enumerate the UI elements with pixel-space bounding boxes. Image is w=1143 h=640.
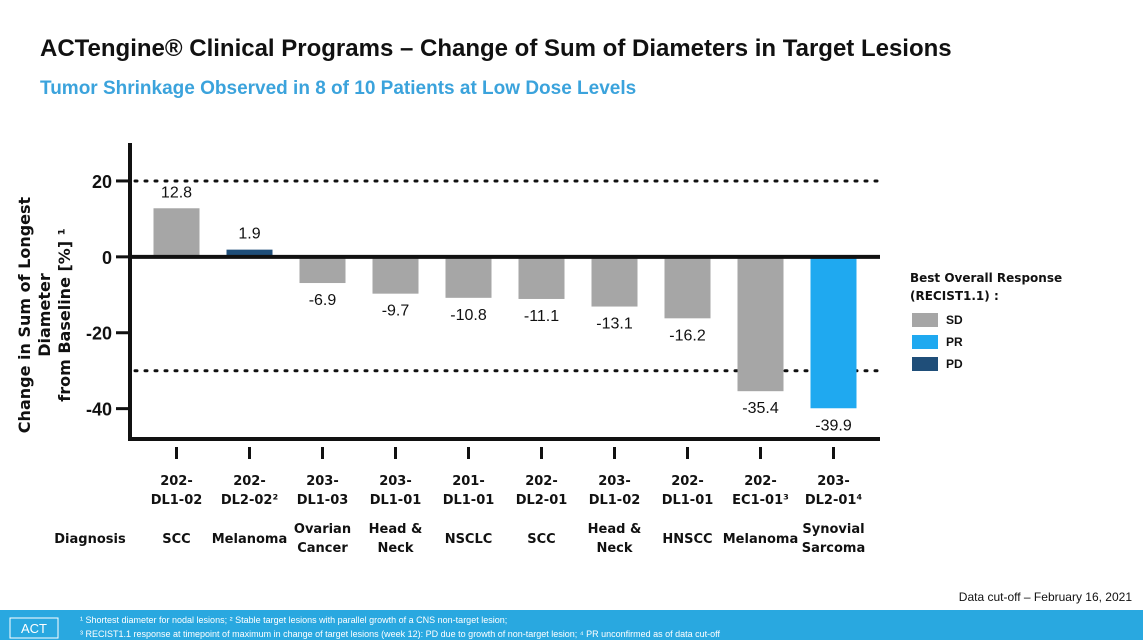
row-label: Diagnosis — [54, 532, 126, 547]
bar — [226, 249, 273, 257]
x-tick-label: 202- EC1-01³ — [732, 474, 789, 508]
x-tick-label: 202- DL2-01 — [515, 474, 568, 508]
footer-logo-box — [9, 617, 59, 639]
value-label: -6.9 — [309, 292, 337, 309]
value-label: -13.1 — [596, 316, 633, 333]
x-tick-label: 203- DL1-02 — [588, 474, 641, 508]
bar — [299, 256, 346, 284]
x-tick-label: 201- DL1-01 — [442, 474, 495, 508]
value-label: -10.8 — [450, 307, 487, 324]
diagnosis-label: SCC — [162, 532, 191, 547]
bar — [591, 256, 638, 307]
diagnosis-label: HNSCC — [662, 532, 713, 547]
diagnosis-label: SCC — [527, 532, 556, 547]
x-tick-label: 203- DL1-01 — [369, 474, 422, 508]
legend-label: PD — [946, 357, 963, 371]
y-axis-label: Change in Sum of Longest Diameter from B… — [15, 196, 74, 434]
legend-label: PR — [946, 335, 963, 349]
footnote: ³ RECIST1.1 response at timepoint of max… — [80, 629, 721, 639]
y-tick-label: 20 — [92, 172, 112, 192]
footer-logo: ACT — [21, 621, 47, 636]
value-label: -11.1 — [524, 308, 559, 325]
diagnosis-label: Head & Neck — [587, 522, 642, 556]
x-tick-label: 202- DL1-01 — [661, 474, 714, 508]
value-label: 12.8 — [161, 184, 192, 201]
chart-title: ACTengine® Clinical Programs – Change of… — [40, 35, 952, 62]
footnote: ¹ Shortest diameter for nodal lesions; ²… — [80, 615, 507, 625]
x-tick-label: 202- DL1-02 — [150, 474, 203, 508]
value-label: 1.9 — [238, 226, 260, 243]
bar — [372, 256, 419, 294]
x-tick-label: 203- DL1-03 — [296, 474, 349, 508]
diagnosis-label: NSCLC — [444, 532, 493, 547]
y-tick-label: 0 — [102, 248, 112, 268]
legend-swatch — [912, 313, 938, 327]
value-label: -16.2 — [669, 327, 706, 344]
x-tick-label: 202- DL2-02² — [220, 474, 279, 508]
legend-swatch — [912, 357, 938, 371]
diagnosis-label: Ovarian Cancer — [293, 522, 352, 556]
footer-band — [0, 610, 1143, 640]
y-tick-label: -20 — [86, 324, 112, 344]
value-label: -39.9 — [815, 417, 852, 434]
diagnosis-label: Synovial Sarcoma — [801, 522, 866, 556]
value-label: -9.7 — [382, 303, 410, 320]
value-label: -35.4 — [742, 400, 779, 417]
chart-subtitle: Tumor Shrinkage Observed in 8 of 10 Pati… — [40, 78, 636, 99]
diagnosis-label: Melanoma — [211, 532, 288, 547]
diagnosis-label: Head & Neck — [368, 522, 423, 556]
x-tick-label: 203- DL2-01⁴ — [804, 474, 863, 508]
legend-label: SD — [946, 313, 963, 327]
legend-title: Best Overall Response (RECIST1.1) : — [910, 271, 1063, 303]
diagnosis-label: Melanoma — [722, 532, 799, 547]
y-tick-label: -40 — [86, 400, 112, 420]
bar — [445, 256, 492, 298]
bar — [810, 256, 857, 409]
bar — [737, 256, 784, 392]
data-cutoff-note: Data cut-off – February 16, 2021 — [959, 590, 1133, 604]
bar — [153, 208, 200, 257]
bar — [664, 256, 711, 319]
bar — [518, 256, 565, 299]
legend-swatch — [912, 335, 938, 349]
